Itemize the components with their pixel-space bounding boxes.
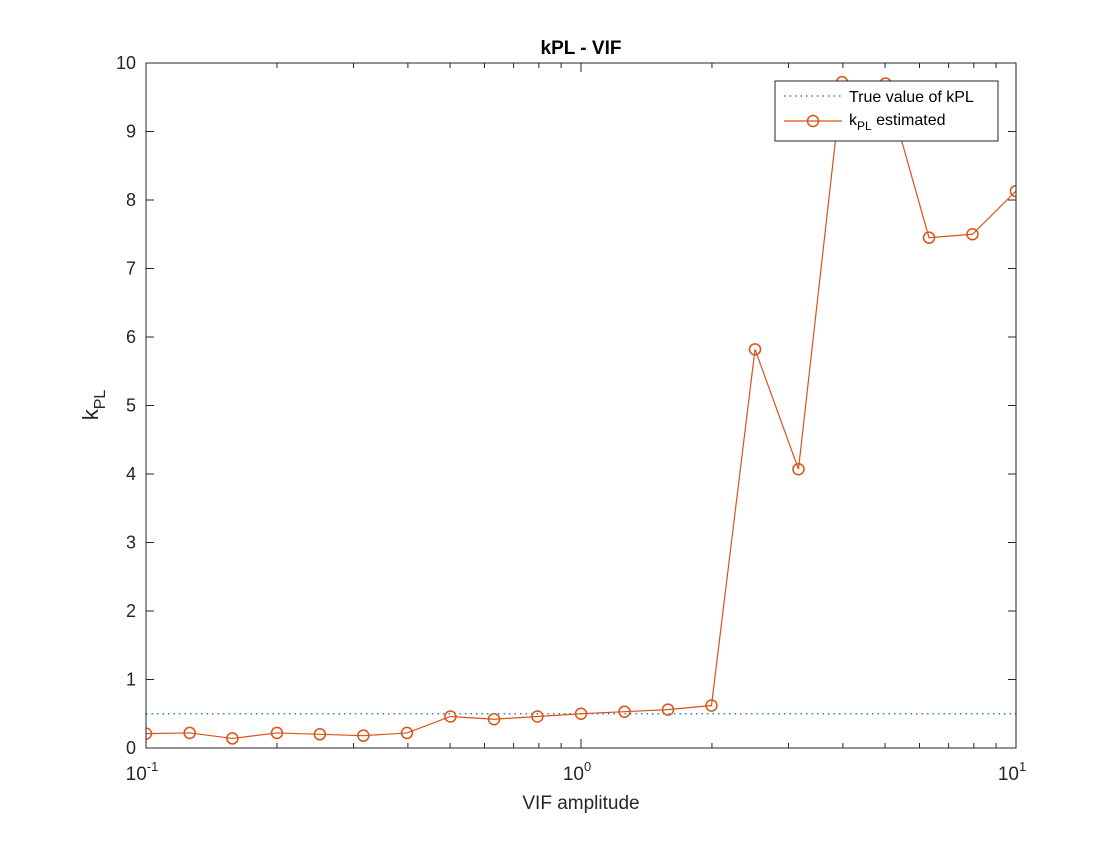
x-tick-label: 100 xyxy=(563,759,591,785)
estimated-point xyxy=(270,726,284,740)
legend-estimated-label: kPL estimated xyxy=(849,112,946,133)
legend-estimated-label-rest: estimated xyxy=(872,112,946,129)
legend-estimated-label-sub: PL xyxy=(857,119,872,133)
estimated-point xyxy=(922,231,936,244)
x-axis-label: VIF amplitude xyxy=(522,793,639,814)
legend-estimated-label-base: k xyxy=(849,112,858,129)
estimated-point xyxy=(618,705,631,718)
estimated-point xyxy=(661,703,675,716)
y-tick-label: 4 xyxy=(126,464,136,484)
estimated-point xyxy=(966,228,979,241)
legend-box xyxy=(774,80,999,142)
tick-layer: 0 1 2 3 4 5 6 7 8 9 10 10-1 100 101 xyxy=(116,53,1026,785)
y-tick-label: 3 xyxy=(126,533,136,553)
plot-background xyxy=(146,63,1016,748)
estimated-point xyxy=(531,710,544,723)
estimated-point xyxy=(792,462,805,476)
estimated-point xyxy=(748,343,762,356)
y-axis-label-base: k xyxy=(78,408,103,420)
estimated-point xyxy=(357,729,370,742)
estimated-point xyxy=(705,699,718,712)
y-tick-label: 10 xyxy=(116,53,136,73)
x-tick-label: 10-1 xyxy=(126,759,159,785)
chart-title: kPL - VIF xyxy=(541,38,622,59)
y-axis-label: kPL xyxy=(78,390,109,421)
estimated-point xyxy=(444,710,457,723)
estimated-point xyxy=(400,726,414,740)
estimated-point xyxy=(226,732,239,745)
legend-true-value-label: True value of kPL xyxy=(849,89,974,106)
y-tick-label: 1 xyxy=(126,670,136,690)
y-axis-label-sub: PL xyxy=(92,390,109,410)
estimated-point xyxy=(1009,184,1016,198)
y-tick-label: 8 xyxy=(126,190,136,210)
legend-estimated-marker xyxy=(806,114,820,128)
y-tick-label: 5 xyxy=(126,396,136,416)
estimated-point xyxy=(146,727,153,740)
x-tick-label: 101 xyxy=(998,759,1026,785)
y-tick-label: 6 xyxy=(126,327,136,347)
legend: True value of kPL kPL estimated xyxy=(774,80,999,142)
y-tick-label: 2 xyxy=(126,601,136,621)
y-tick-label: 9 xyxy=(126,122,136,142)
estimated-point xyxy=(183,726,196,740)
estimated-point xyxy=(313,728,327,741)
estimated-point xyxy=(487,712,501,726)
estimated-point xyxy=(574,707,588,720)
y-tick-label: 7 xyxy=(126,259,136,279)
y-tick-label: 0 xyxy=(126,738,136,758)
